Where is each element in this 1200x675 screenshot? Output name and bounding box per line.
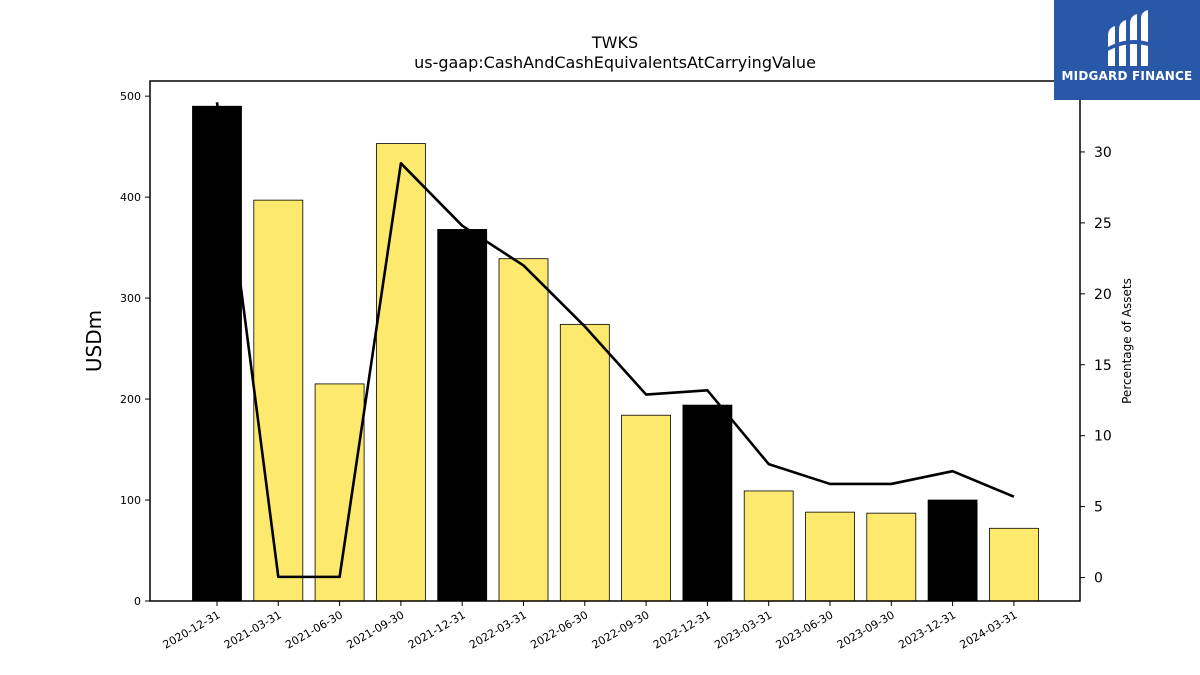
bar-2020-12-31 <box>192 105 242 602</box>
y2-tick-label: 10 <box>1094 429 1112 445</box>
chart-subtitle: us-gaap:CashAndCashEquivalentsAtCarrying… <box>414 53 816 72</box>
y2-tick-label: 5 <box>1094 500 1103 516</box>
bar-2023-09-30 <box>866 512 917 602</box>
x-tick-label: 2022-12-31 <box>651 608 713 651</box>
y2-tick-label: 20 <box>1094 287 1112 303</box>
plot-frame <box>149 80 1081 602</box>
bar-2023-03-31 <box>743 490 794 602</box>
logo-mark-icon <box>1106 10 1148 66</box>
y2-tick-label: 15 <box>1094 358 1112 374</box>
y-tick-label: 0 <box>134 595 141 608</box>
bars <box>192 105 1039 602</box>
x-tick-label: 2021-06-30 <box>283 608 345 651</box>
y-tick-label: 200 <box>120 393 141 406</box>
bar-2024-03-31 <box>989 527 1039 602</box>
bar-2021-06-30 <box>314 383 365 602</box>
y2-tick-label: 30 <box>1094 145 1112 161</box>
bar-2023-12-31 <box>927 499 978 602</box>
x-axis: 2020-12-31 2021-03-31 2021-06-30 2021-09-30… <box>161 601 1020 652</box>
y2-tick-label: 0 <box>1094 571 1103 587</box>
y-axis-label: USDm <box>82 310 106 372</box>
bar-2021-12-31 <box>437 229 488 602</box>
x-tick-label: 2021-09-30 <box>345 608 407 651</box>
bar-2022-12-31 <box>682 404 733 602</box>
y2-axis: 0 5 10 15 20 25 30 <box>1080 145 1112 587</box>
bar-2021-03-31 <box>253 199 304 602</box>
line-series <box>215 102 1015 579</box>
x-tick-label: 2023-09-30 <box>835 608 897 651</box>
company-logo: MIDGARD FINANCE <box>1054 0 1200 100</box>
y-axis: 0 100 200 300 400 500 <box>120 90 150 608</box>
line-percentage-of-assets <box>215 102 1015 579</box>
y-tick-label: 100 <box>120 494 141 507</box>
bar-2022-03-31 <box>498 258 549 602</box>
y-tick-label: 500 <box>120 90 141 103</box>
x-tick-label: 2021-03-31 <box>222 608 284 651</box>
y-tick-label: 400 <box>120 191 141 204</box>
x-tick-label: 2023-12-31 <box>896 608 958 651</box>
chart-title: TWKS <box>591 33 638 52</box>
y-tick-label: 300 <box>120 292 141 305</box>
bar-2023-06-30 <box>805 511 855 602</box>
x-tick-label: 2022-03-31 <box>467 608 529 651</box>
bar-2022-06-30 <box>559 323 610 602</box>
x-tick-label: 2023-03-31 <box>712 608 774 651</box>
x-tick-label: 2021-12-31 <box>406 608 468 651</box>
y2-tick-label: 25 <box>1094 216 1112 232</box>
y2-axis-label: Percentage of Assets <box>1120 278 1134 404</box>
x-tick-label: 2022-09-30 <box>590 608 652 651</box>
x-tick-label: 2023-06-30 <box>774 608 836 651</box>
bar-2021-09-30 <box>375 143 426 602</box>
x-tick-label: 2020-12-31 <box>161 608 223 651</box>
logo-text: MIDGARD FINANCE <box>1061 69 1193 83</box>
x-tick-label: 2022-06-30 <box>528 608 590 651</box>
bar-2022-09-30 <box>621 414 671 602</box>
x-tick-label: 2024-03-31 <box>958 608 1020 651</box>
